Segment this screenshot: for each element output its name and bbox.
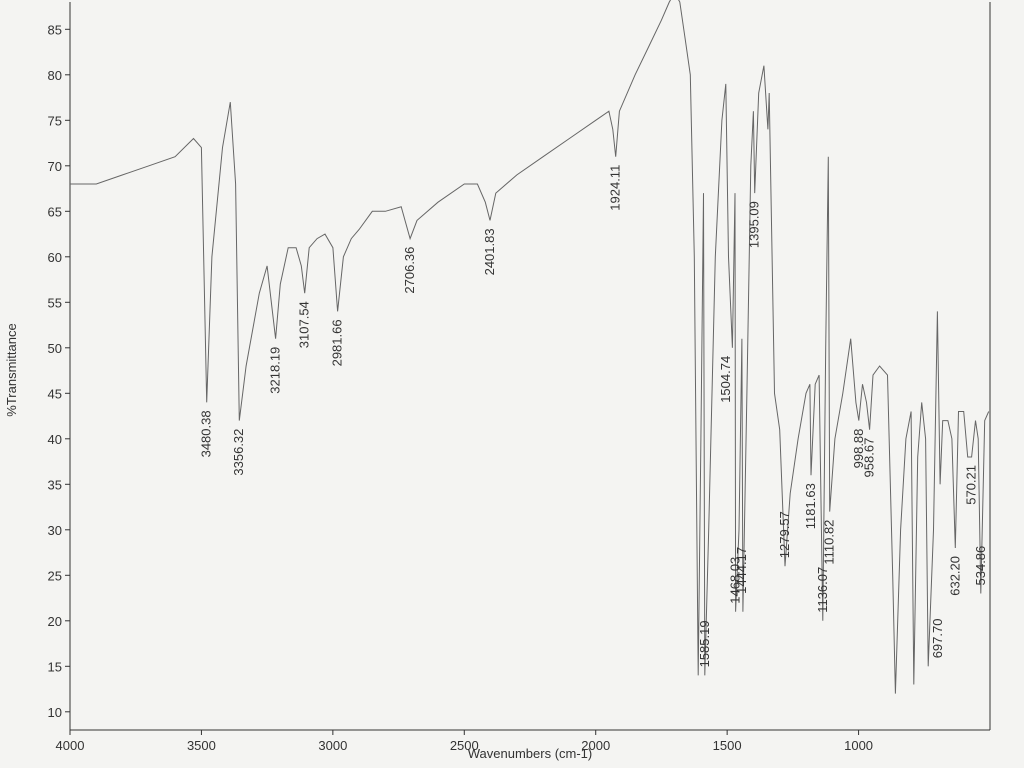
peak-label: 1468.03 (728, 557, 743, 604)
peak-label: 3480.38 (199, 410, 214, 457)
x-tick-label: 3500 (187, 738, 216, 753)
x-tick-label: 2500 (450, 738, 479, 753)
peak-label: 534.86 (973, 546, 988, 586)
peak-label: 998.88 (851, 429, 866, 469)
peak-label: 632.20 (947, 556, 962, 596)
x-tick-label: 3000 (318, 738, 347, 753)
peak-label: 1136.07 (815, 567, 830, 613)
peak-label: 1924.11 (608, 165, 623, 211)
peak-label: 1504.74 (718, 356, 733, 403)
y-tick-label: 80 (48, 68, 62, 83)
peak-label: 1444.17 (734, 547, 749, 594)
peak-label: 1585.19 (697, 620, 712, 667)
peak-label: 1279.57 (777, 511, 792, 558)
x-axis-label: Wavenumbers (cm-1) (468, 746, 592, 761)
y-tick-label: 75 (48, 113, 62, 128)
x-tick-label: 1500 (713, 738, 742, 753)
peak-label: 3107.54 (297, 301, 312, 348)
x-tick-label: 4000 (56, 738, 85, 753)
peak-label: 3356.32 (231, 429, 246, 476)
y-tick-label: 60 (48, 250, 62, 265)
y-tick-label: 55 (48, 295, 62, 310)
y-tick-label: 15 (48, 659, 62, 674)
y-tick-label: 25 (48, 568, 62, 583)
peak-label: 697.70 (930, 619, 945, 659)
peak-label: 958.67 (861, 438, 876, 478)
y-tick-label: 20 (48, 614, 62, 629)
y-tick-label: 10 (48, 705, 62, 720)
y-tick-label: 70 (48, 159, 62, 174)
y-tick-label: 65 (48, 204, 62, 219)
y-tick-label: 35 (48, 477, 62, 492)
peak-label: 570.21 (964, 465, 979, 505)
x-tick-label: 2000 (581, 738, 610, 753)
y-tick-label: 85 (48, 22, 62, 37)
peak-label: 1395.09 (747, 201, 762, 248)
y-tick-label: 45 (48, 386, 62, 401)
y-tick-label: 40 (48, 432, 62, 447)
spectrum-line (70, 0, 990, 694)
peak-label: 2706.36 (402, 247, 417, 294)
x-tick-label: 1000 (844, 738, 873, 753)
y-tick-label: 30 (48, 523, 62, 538)
peak-label: 2401.83 (482, 228, 497, 275)
peak-label: 1110.82 (821, 520, 836, 565)
peak-label: 3218.19 (268, 347, 283, 394)
y-axis-label: %Transmittance (4, 323, 19, 416)
y-tick-label: 50 (48, 341, 62, 356)
peak-label: 2981.66 (330, 319, 345, 366)
peak-label: 1181.63 (803, 483, 818, 529)
